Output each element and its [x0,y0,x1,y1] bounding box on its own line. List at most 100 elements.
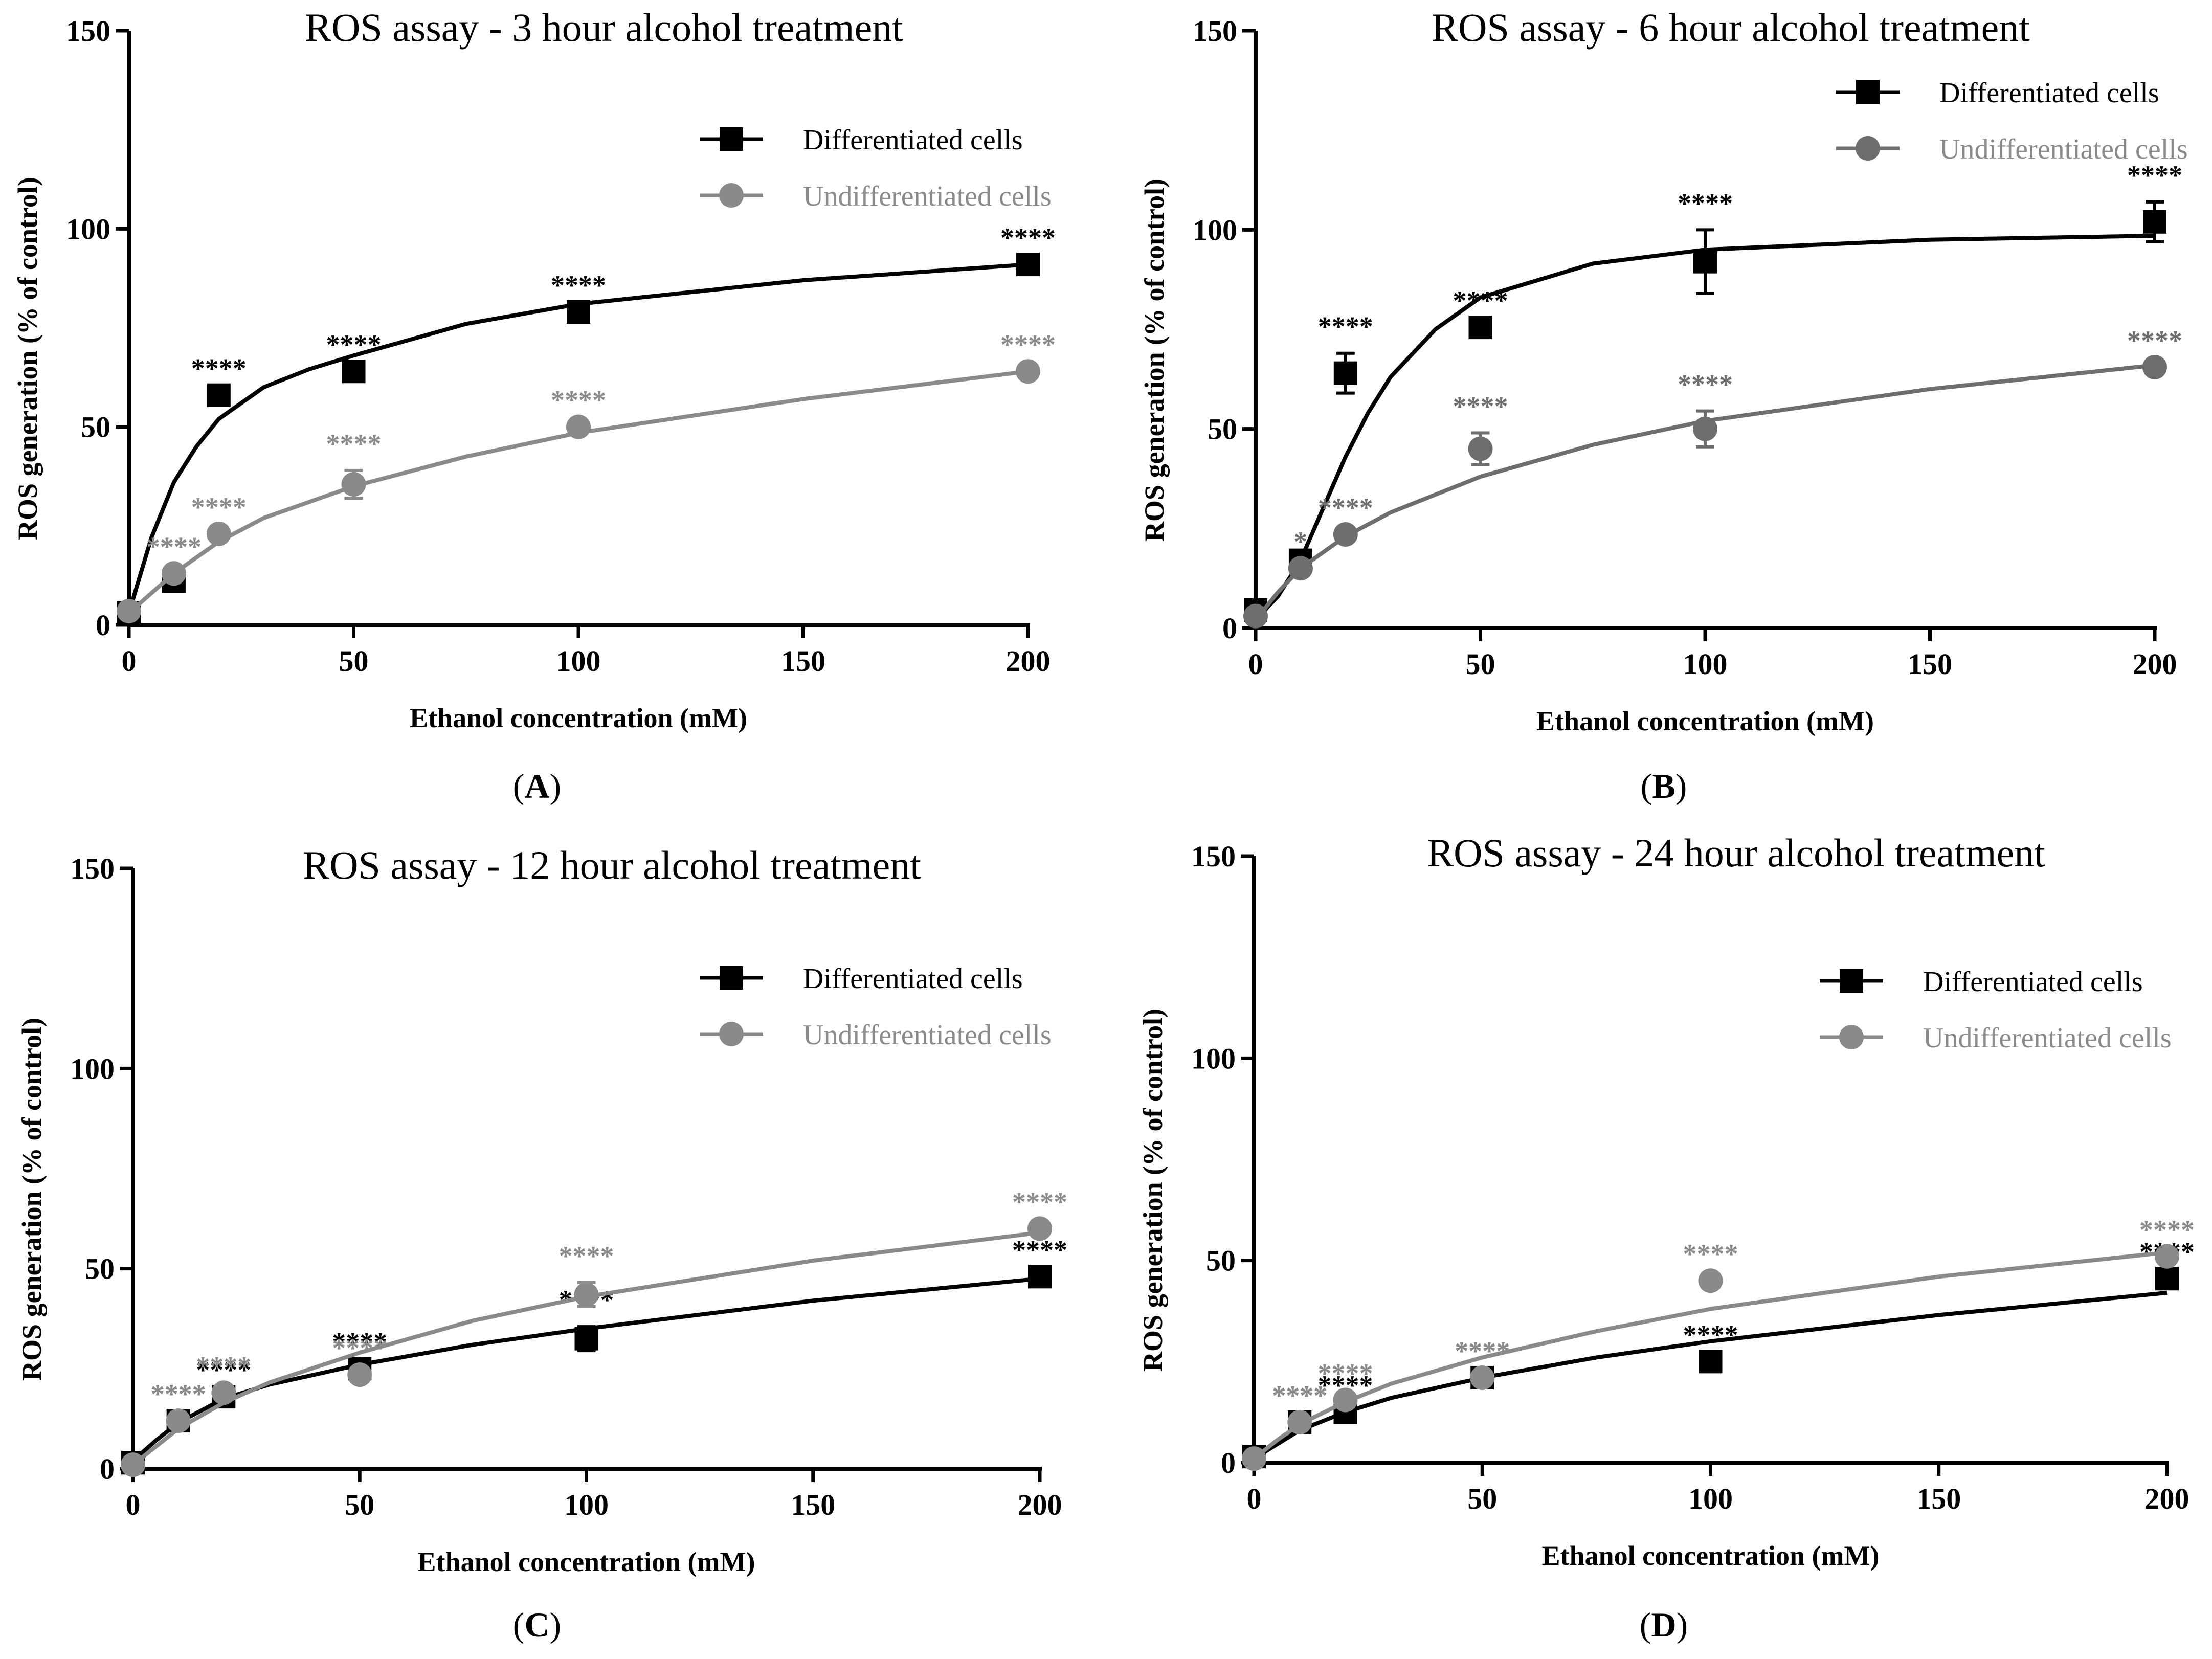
significance-label: **** [1318,492,1373,523]
data-point [117,598,141,623]
y-tick-label: 150 [1191,840,1236,873]
significance-label: **** [551,270,606,301]
legend-marker [719,183,744,208]
fit-curve [127,369,1029,615]
data-point [1333,361,1357,385]
data-point [567,300,590,324]
significance-label: **** [2127,160,2182,191]
y-tick-label: 50 [85,1252,115,1286]
fit-curve [1253,1290,2168,1461]
legend-marker [1839,1025,1864,1049]
x-tick-label: 50 [345,1488,374,1521]
x-tick-label: 100 [556,644,601,678]
fit-curve [1253,1250,2168,1461]
significance-label: **** [146,531,202,562]
series-undifferentiated: ***************** [1243,325,2182,629]
y-tick-label: 50 [1206,1244,1236,1277]
legend-marker [1856,136,1880,161]
legend-label: Undifferentiated cells [1923,1022,2172,1054]
significance-label: **** [326,329,382,360]
x-tick-label: 0 [126,1488,141,1521]
significance-label: **** [1000,329,1056,360]
x-axis-label: Ethanol concentration (mM) [1536,706,1874,736]
significance-label: **** [1678,188,1733,218]
data-point [1027,1216,1052,1241]
data-point [207,383,231,407]
y-tick-label: 50 [81,411,110,444]
legend-marker [719,1022,744,1046]
y-tick-label: 100 [1193,213,1237,246]
data-point [342,360,366,384]
significance-label: **** [326,429,382,459]
significance-label: **** [551,385,606,416]
significance-label: **** [191,353,247,384]
data-point [574,1282,599,1307]
y-axis-label: ROS generation (% of control) [16,1018,47,1381]
data-point [1288,556,1313,581]
data-point [1028,1265,1052,1289]
series-undifferentiated: ******************** [1242,1215,2195,1471]
fit-curve [127,262,1029,614]
significance-label: **** [559,1241,614,1271]
data-point [206,521,231,546]
series-undifferentiated: ******************** [121,1186,1067,1477]
x-tick-label: 100 [564,1488,609,1521]
significance-label: **** [332,1333,387,1363]
y-tick-label: 0 [100,1452,115,1486]
data-point [2155,1244,2179,1269]
x-tick-label: 50 [1466,647,1495,681]
significance-label: **** [1272,1380,1327,1411]
data-point [1698,1268,1723,1293]
legend-label: Differentiated cells [1923,966,2143,998]
y-tick-label: 150 [70,852,115,885]
x-tick-label: 200 [1006,644,1051,678]
fit-curve [1254,363,2155,621]
x-tick-label: 150 [1908,647,1952,681]
x-tick-label: 0 [122,644,137,678]
data-point [1016,253,1040,277]
fit-curve [131,1230,1040,1467]
data-point [1468,436,1493,461]
legend-marker [720,966,743,990]
data-point [1287,1409,1312,1434]
y-tick-label: 0 [96,609,110,642]
data-point [1693,250,1717,274]
y-tick-label: 100 [66,212,110,245]
data-point [1333,522,1358,547]
significance-label: **** [1272,1380,1327,1411]
chart-panel-b: 0 50 100 150 0 50 100 150 200 Ethanol concentrati… [1139,5,2188,805]
chart-title: ROS assay - 6 hour alcohol treatment [1432,5,2030,50]
panel-tag: (C) [513,1605,561,1644]
legend-label: Differentiated cells [803,963,1023,995]
legend-marker [720,127,743,151]
data-point [2142,354,2167,379]
x-tick-label: 0 [1247,1482,1262,1515]
y-tick-label: 100 [70,1052,115,1085]
chart-panel-c: 0 50 100 150 0 50 100 150 200 Ethanol concentrati… [16,843,1067,1644]
data-point [211,1380,236,1405]
data-point [1470,1365,1495,1390]
x-axis-label: Ethanol concentration (mM) [1542,1540,1880,1571]
chart-panel-a: 0 50 100 150 0 50 100 150 200 Ethanol concentrati… [12,5,1056,805]
chart-title: ROS assay - 24 hour alcohol treatment [1427,831,2045,875]
significance-label: **** [1000,222,1056,253]
y-tick-label: 0 [1222,612,1237,645]
x-tick-label: 200 [2145,1482,2189,1515]
y-axis-label: ROS generation (% of control) [1139,178,1170,542]
panel-tag: (B) [1641,767,1687,805]
chart-title: ROS assay - 3 hour alcohol treatment [305,5,903,50]
x-tick-label: 150 [1916,1482,1961,1515]
significance-label: **** [196,1355,251,1385]
chart-title: ROS assay - 12 hour alcohol treatment [303,843,921,887]
significance-label: **** [2139,1215,2195,1245]
significance-label: **** [191,492,247,523]
significance-label: **** [151,1379,206,1409]
x-tick-label: 100 [1688,1482,1733,1515]
legend-marker [1840,969,1863,993]
y-tick-label: 50 [1208,413,1237,446]
x-axis-label: Ethanol concentration (mM) [410,703,747,733]
legend: Differentiated cells Undifferentiated cel… [1820,966,2172,1054]
data-point [121,1452,145,1477]
data-point [1333,1387,1358,1413]
significance-label: **** [1453,285,1508,316]
